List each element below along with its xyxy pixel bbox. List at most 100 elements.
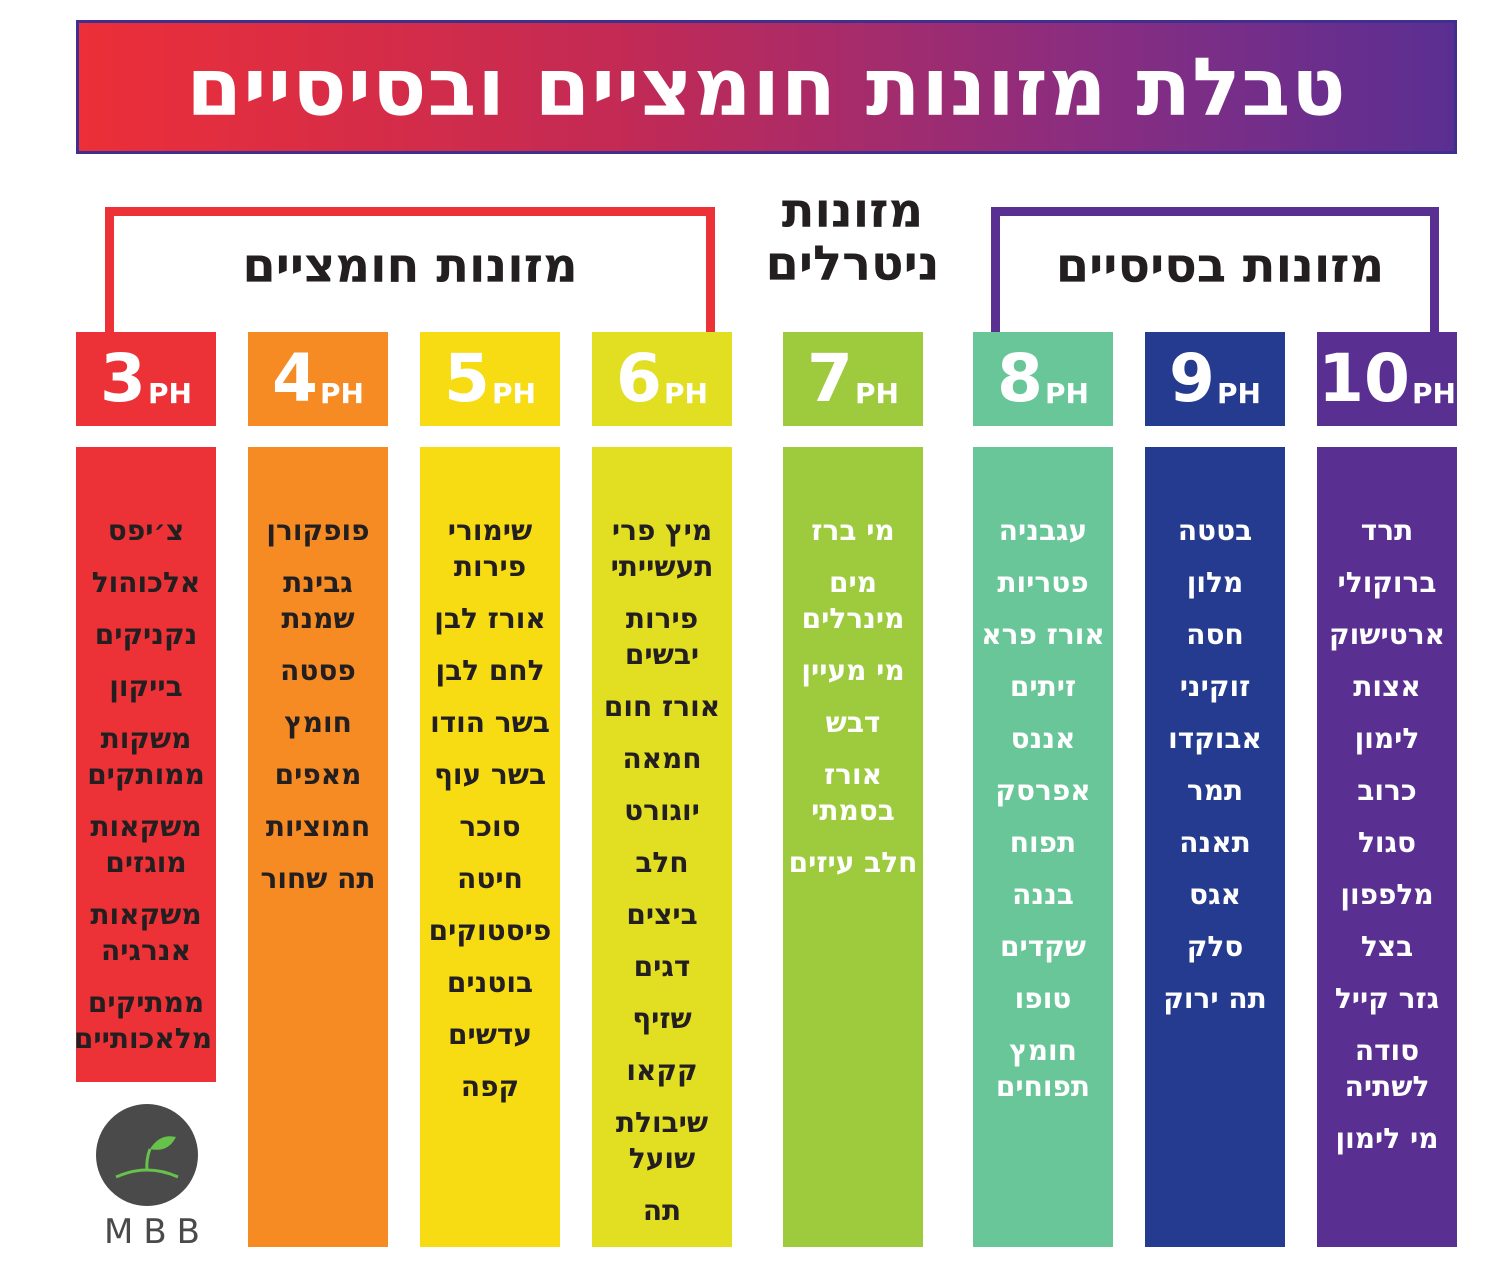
- food-item: חמאה: [622, 742, 702, 775]
- food-item: מי מעיין: [801, 654, 905, 687]
- food-item: בוטנים: [446, 966, 534, 999]
- food-item: מים מינרלים: [801, 566, 905, 635]
- food-item: ממתיקים מלאכותיים: [73, 986, 212, 1055]
- ph-column-3: צ׳יפס אלכוהול נקניקים בייקון משקות ממותקים מש…: [73, 447, 216, 1082]
- food-item: חומץ: [284, 706, 352, 739]
- food-item: שימורי פירות: [447, 514, 533, 583]
- food-item: חיטה: [457, 862, 523, 895]
- food-item: עדשים: [447, 1018, 533, 1051]
- food-item: קפה: [460, 1070, 520, 1103]
- food-item: אלכוהול: [91, 566, 201, 599]
- food-item: משקות ממותקים: [87, 722, 205, 791]
- food-item: זיתים: [1009, 670, 1077, 703]
- food-item: ביצים: [626, 898, 698, 931]
- food-item: בטטה: [1177, 514, 1253, 547]
- food-item: בצל: [1360, 930, 1414, 963]
- sprout-apple-icon: [96, 1104, 198, 1206]
- food-item: תפוח: [1009, 826, 1077, 859]
- ph-value: 7: [807, 340, 853, 417]
- food-item: ארטישוק: [1329, 618, 1445, 651]
- ph-unit: PH: [854, 376, 899, 410]
- food-item: פיסטוקים: [428, 914, 552, 947]
- food-item: מאפים: [274, 758, 362, 791]
- ph-header-7: 7 PH: [783, 332, 923, 426]
- ph-unit: PH: [1216, 376, 1261, 410]
- food-item: מלפפון: [1340, 878, 1434, 911]
- food-item: סגול: [1357, 826, 1417, 859]
- acidic-group-bracket: [105, 207, 715, 333]
- food-item: סוכר: [459, 810, 521, 843]
- ph-column-6: מיץ פרי תעשייתי פירות יבשים אורז חום חמאה יו…: [592, 447, 732, 1247]
- ph-unit: PH: [147, 376, 192, 410]
- ph-column-8: עגבניה פטריות אורז פרא זיתים אננס אפרסק תפוח בנ…: [973, 447, 1113, 1247]
- ph-unit: PH: [663, 376, 708, 410]
- food-item: פופקורן: [266, 514, 370, 547]
- ph-value: 10: [1318, 340, 1410, 417]
- food-item: תרד: [1360, 514, 1414, 547]
- food-item: תמר: [1186, 774, 1244, 807]
- food-item: אורז לבן: [434, 602, 546, 635]
- ph-value: 9: [1169, 340, 1215, 417]
- ph-header-6: 6 PH: [592, 332, 732, 426]
- logo-text: MBB: [104, 1212, 210, 1252]
- food-item: שיבולת שועל: [615, 1106, 709, 1175]
- food-item: פירות יבשים: [624, 602, 700, 671]
- food-item: גזר קייל: [1334, 982, 1440, 1015]
- food-item: אורז פרא: [981, 618, 1105, 651]
- food-item: תה: [642, 1194, 682, 1227]
- food-item: סודה לשתיה: [1344, 1034, 1430, 1103]
- food-item: חסה: [1186, 618, 1244, 651]
- food-item: מלון: [1186, 566, 1244, 599]
- food-item: טופו: [1014, 982, 1072, 1015]
- food-item: דבש: [825, 706, 881, 739]
- ph-header-8: 8 PH: [973, 332, 1113, 426]
- ph-value: 3: [100, 340, 146, 417]
- title-banner: טבלת מזונות חומציים ובסיסיים: [76, 20, 1457, 154]
- food-item: אפרסק: [995, 774, 1091, 807]
- food-item: שזיף: [632, 1002, 692, 1035]
- food-item: אורז בסמתי: [811, 758, 895, 827]
- ph-column-7: מי ברז מים מינרלים מי מעיין דבש אורז בסמתי חל…: [783, 447, 923, 1247]
- ph-unit: PH: [319, 376, 364, 410]
- food-item: פסטה: [280, 654, 356, 687]
- mbb-logo: MBB: [96, 1104, 210, 1254]
- ph-header-5: 5 PH: [420, 332, 560, 426]
- food-item: בשר הודו: [430, 706, 550, 739]
- food-item: בשר עוף: [433, 758, 547, 791]
- food-item: תה שחור: [260, 862, 376, 895]
- food-item: תאנה: [1179, 826, 1251, 859]
- ph-header-10: 10 PH: [1317, 332, 1457, 426]
- basic-group-label: מזונות בסיסיים: [1020, 240, 1420, 293]
- food-item: קקאו: [626, 1054, 698, 1087]
- page-title: טבלת מזונות חומציים ובסיסיים: [186, 40, 1347, 134]
- basic-group-bracket: [991, 207, 1439, 333]
- food-item: זוקיני: [1179, 670, 1251, 703]
- food-item: בייקון: [109, 670, 183, 703]
- neutral-group-label: מזונות ניטרלים: [735, 185, 970, 291]
- food-item: אורז חום: [603, 690, 721, 723]
- food-item: צ׳יפס: [107, 514, 185, 547]
- food-item: כרוב: [1357, 774, 1417, 807]
- ph-unit: PH: [1044, 376, 1089, 410]
- food-item: לימון: [1354, 722, 1420, 755]
- food-item: חומץ תפוחים: [995, 1034, 1091, 1103]
- ph-column-5: שימורי פירות אורז לבן לחם לבן בשר הודו בשר ע…: [420, 447, 560, 1247]
- food-item: אבוקדו: [1168, 722, 1262, 755]
- food-item: פטריות: [997, 566, 1089, 599]
- ph-value: 4: [272, 340, 318, 417]
- food-item: חלב עיזים: [788, 846, 918, 879]
- ph-value: 8: [997, 340, 1043, 417]
- food-item: דגים: [633, 950, 691, 983]
- ph-value: 6: [616, 340, 662, 417]
- food-item: סלק: [1186, 930, 1244, 963]
- food-item: תה ירוק: [1163, 982, 1267, 1015]
- food-item: מי ברז: [811, 514, 895, 547]
- food-item: נקניקים: [94, 618, 198, 651]
- ph-header-4: 4 PH: [248, 332, 388, 426]
- food-item: אגס: [1189, 878, 1241, 911]
- food-item: בננה: [1012, 878, 1074, 911]
- food-item: אננס: [1010, 722, 1076, 755]
- food-item: מיץ פרי תעשייתי: [610, 514, 714, 583]
- food-item: משקאות אנרגיה: [90, 898, 202, 967]
- ph-header-3: 3 PH: [76, 332, 216, 426]
